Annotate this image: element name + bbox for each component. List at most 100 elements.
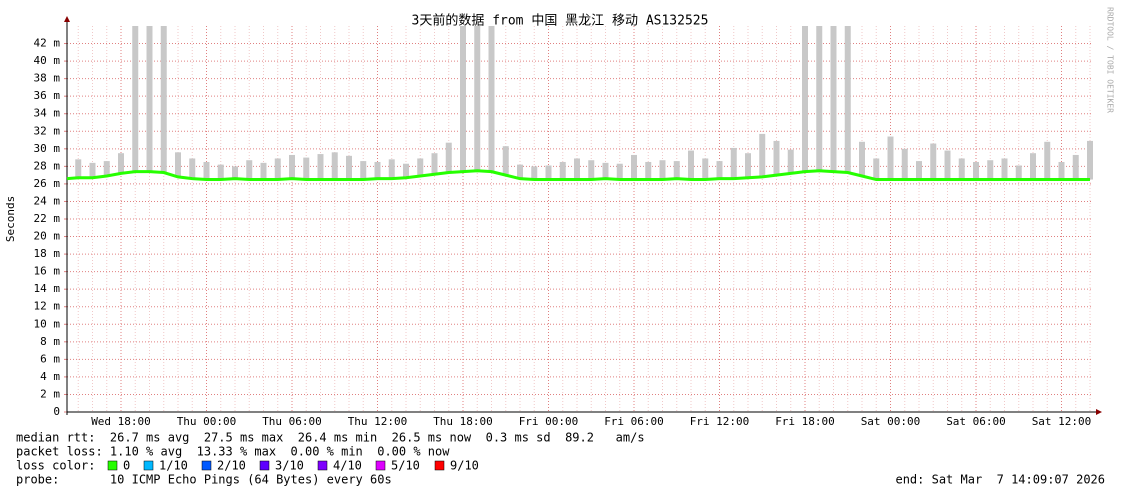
y-tick-label: 22 m	[34, 212, 61, 225]
x-tick-label: Sat 06:00	[946, 415, 1006, 428]
legend-swatch	[317, 460, 328, 471]
y-tick-label: 14 m	[34, 282, 61, 295]
x-tick-label: Fri 00:00	[519, 415, 579, 428]
y-tick-label: 8 m	[40, 335, 60, 348]
smoke-bar	[317, 154, 324, 180]
y-tick-label: 36 m	[34, 89, 61, 102]
smoke-bar	[973, 161, 979, 180]
smoke-bar	[816, 26, 823, 171]
smoke-bar	[759, 133, 766, 177]
y-tick-label: 18 m	[34, 247, 61, 260]
x-tick-label: Thu 12:00	[348, 415, 408, 428]
smoke-bar	[716, 161, 723, 179]
smoke-bar	[360, 161, 367, 180]
legend-label: 1/10	[159, 459, 188, 473]
smoke-bar	[631, 154, 637, 180]
legend-label: 2/10	[217, 459, 246, 473]
smoke-bar	[531, 166, 538, 180]
y-axis-label: Seconds	[4, 196, 17, 242]
smoke-bar	[545, 165, 552, 180]
y-tick-label: 16 m	[34, 265, 61, 278]
smoke-bar	[574, 158, 580, 180]
smoke-bar	[1015, 165, 1022, 180]
y-tick-label: 10 m	[34, 317, 61, 330]
smoke-bar	[488, 26, 495, 172]
legend-swatch	[375, 460, 386, 471]
smoke-bar	[859, 141, 865, 177]
legend-swatch	[201, 460, 212, 471]
y-tick-label: 4 m	[40, 370, 60, 383]
smoke-bar	[745, 153, 751, 178]
smoke-bar	[1001, 158, 1008, 180]
y-tick-label: 12 m	[34, 300, 61, 313]
smoke-bar	[688, 150, 694, 180]
legend-swatch	[143, 460, 154, 471]
smoke-bar	[944, 150, 951, 180]
smoke-bar	[431, 153, 438, 175]
smoke-bar	[517, 164, 523, 179]
smoke-bar	[830, 26, 837, 172]
smoke-bar	[118, 153, 124, 174]
stats-line: packet loss: 1.10 % avg 13.33 % max 0.00…	[16, 445, 450, 459]
smoke-bar	[103, 161, 110, 177]
legend-swatch	[434, 460, 445, 471]
smoke-bar	[132, 26, 139, 172]
y-tick-label: 24 m	[34, 194, 61, 207]
smoke-bar	[1058, 161, 1065, 180]
axis-arrow	[64, 16, 70, 22]
smoke-bar	[217, 164, 224, 180]
smoke-bar	[474, 26, 481, 171]
smoke-bar	[175, 152, 181, 177]
smoke-bar	[873, 158, 880, 180]
legend-label: 5/10	[391, 459, 420, 473]
y-tick-label: 6 m	[40, 352, 60, 365]
y-tick-label: 38 m	[34, 72, 61, 85]
x-tick-label: Thu 18:00	[433, 415, 493, 428]
y-tick-label: 20 m	[34, 230, 61, 243]
median-line	[66, 169, 1090, 182]
smoke-bar	[260, 162, 267, 180]
y-tick-label: 0	[53, 405, 60, 418]
stats-line: median rtt: 26.7 ms avg 27.5 ms max 26.4…	[16, 431, 645, 445]
y-tick-label: 30 m	[34, 142, 61, 155]
y-tick-label: 28 m	[34, 159, 61, 172]
x-tick-label: Thu 06:00	[262, 415, 322, 428]
smoke-bar	[844, 26, 851, 173]
smoke-bar	[246, 160, 253, 180]
smoke-bar	[417, 158, 424, 177]
smoke-bar	[987, 160, 994, 180]
smoke-bar	[289, 154, 295, 179]
smoke-bar	[1030, 153, 1036, 180]
smoke-bar	[702, 158, 709, 180]
smoke-bar	[460, 26, 466, 172]
smoke-bar	[303, 157, 310, 180]
smoke-bar	[346, 155, 352, 180]
x-tick-label: Sat 12:00	[1032, 415, 1092, 428]
legend-label: loss color:	[16, 459, 95, 473]
smoke-bar	[75, 159, 82, 178]
smoke-bar	[146, 26, 153, 172]
legend-label: 3/10	[275, 459, 304, 473]
smoke-bar	[673, 161, 680, 179]
smoke-bar	[445, 142, 452, 173]
legend-label: 0	[123, 459, 130, 473]
axis-arrow	[1096, 409, 1102, 415]
legend-label: 4/10	[333, 459, 362, 473]
y-tick-label: 26 m	[34, 177, 61, 190]
y-tick-label: 2 m	[40, 387, 60, 400]
smoke-bar	[958, 158, 965, 180]
x-tick-label: Fri 06:00	[604, 415, 664, 428]
x-tick-label: Thu 00:00	[177, 415, 237, 428]
smoke-bar	[602, 162, 609, 179]
smoke-bar	[502, 146, 509, 176]
smoke-bar	[331, 152, 338, 180]
smoke-bar	[930, 143, 937, 180]
x-tick-label: Sat 00:00	[861, 415, 921, 428]
smoke-bar	[730, 147, 737, 179]
x-tick-label: Wed 18:00	[91, 415, 151, 428]
legend-swatch	[259, 460, 270, 471]
y-tick-label: 42 m	[34, 37, 61, 50]
x-tick-label: Fri 12:00	[690, 415, 750, 428]
smoke-bar	[887, 136, 894, 180]
y-tick-label: 40 m	[34, 54, 61, 67]
